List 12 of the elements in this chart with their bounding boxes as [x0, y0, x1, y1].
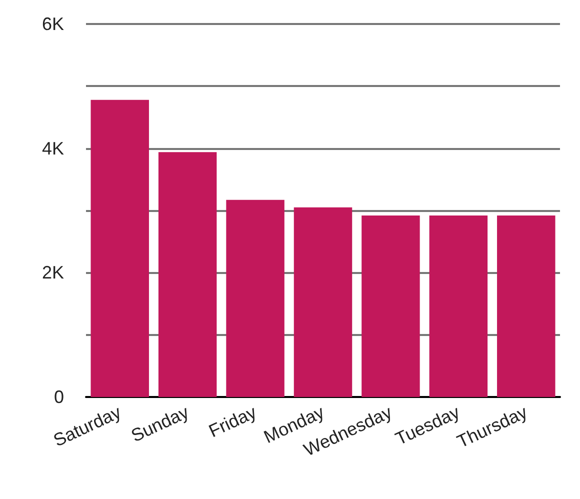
- y-tick-label: 2K: [42, 262, 64, 283]
- y-tick-label: 0: [54, 387, 64, 407]
- bar: [362, 215, 420, 397]
- bar: [226, 200, 284, 397]
- bar: [158, 152, 217, 397]
- bar: [497, 215, 556, 397]
- bar: [90, 100, 149, 397]
- y-tick-label: 4K: [42, 138, 64, 158]
- bar: [294, 207, 352, 397]
- y-tick-label: 6K: [42, 14, 64, 34]
- x-tick-label: Friday: [206, 402, 260, 442]
- bar: [429, 215, 488, 397]
